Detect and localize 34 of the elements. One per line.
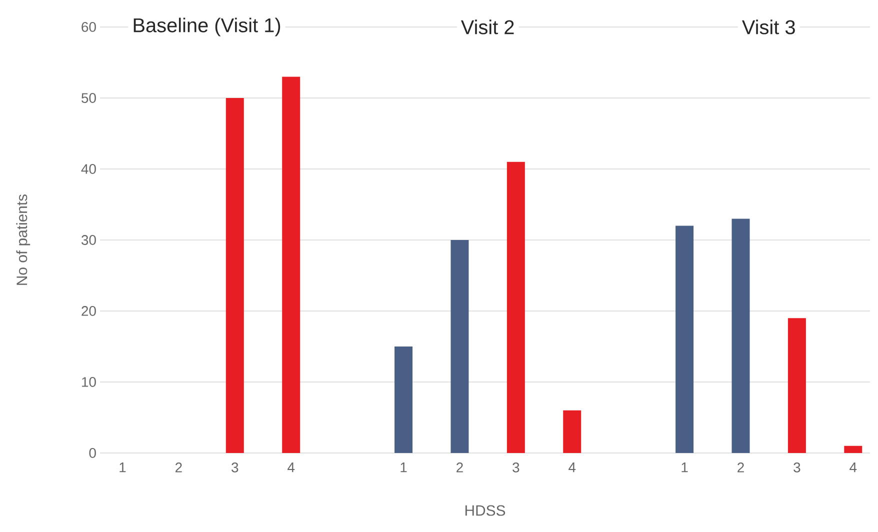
x-tick-label: 1 [400, 462, 407, 472]
bar [732, 218, 750, 453]
x-tick-label: 1 [682, 462, 688, 472]
x-tick-label: 3 [512, 462, 520, 472]
x-tick-label: 3 [232, 462, 238, 472]
x-tick-label: 3 [794, 462, 800, 472]
y-tick-label: 20 [82, 306, 96, 316]
x-tick-label: 4 [288, 462, 295, 472]
bar [282, 76, 300, 453]
annotation: Baseline (Visit 1) [134, 18, 280, 36]
x-tick-label: 1 [120, 462, 126, 472]
annotation: Visit 3 [742, 20, 795, 34]
y-tick-label: 0 [89, 448, 96, 458]
y-tick-label: 60 [82, 22, 96, 32]
x-tick-label: 2 [176, 462, 182, 472]
x-tick-label: 2 [456, 462, 463, 472]
annotation: Visit 2 [460, 20, 514, 34]
y-tick-label: 30 [81, 235, 96, 245]
y-axis-title: No of patients [16, 194, 30, 285]
bar [563, 410, 582, 453]
x-tick-label: 4 [850, 462, 857, 472]
x-tick-label: 2 [738, 462, 744, 472]
bar [788, 318, 806, 453]
x-tick-label: 4 [568, 462, 576, 472]
y-tick-label: 40 [81, 164, 96, 174]
bar [676, 226, 694, 453]
bar [450, 240, 469, 453]
y-tick-label: 50 [82, 93, 96, 103]
x-axis-title: HDSS [465, 505, 506, 516]
bar [394, 346, 413, 453]
y-tick-label: 10 [82, 377, 96, 387]
bar [226, 98, 244, 453]
bar [844, 446, 862, 453]
bar [506, 162, 525, 453]
